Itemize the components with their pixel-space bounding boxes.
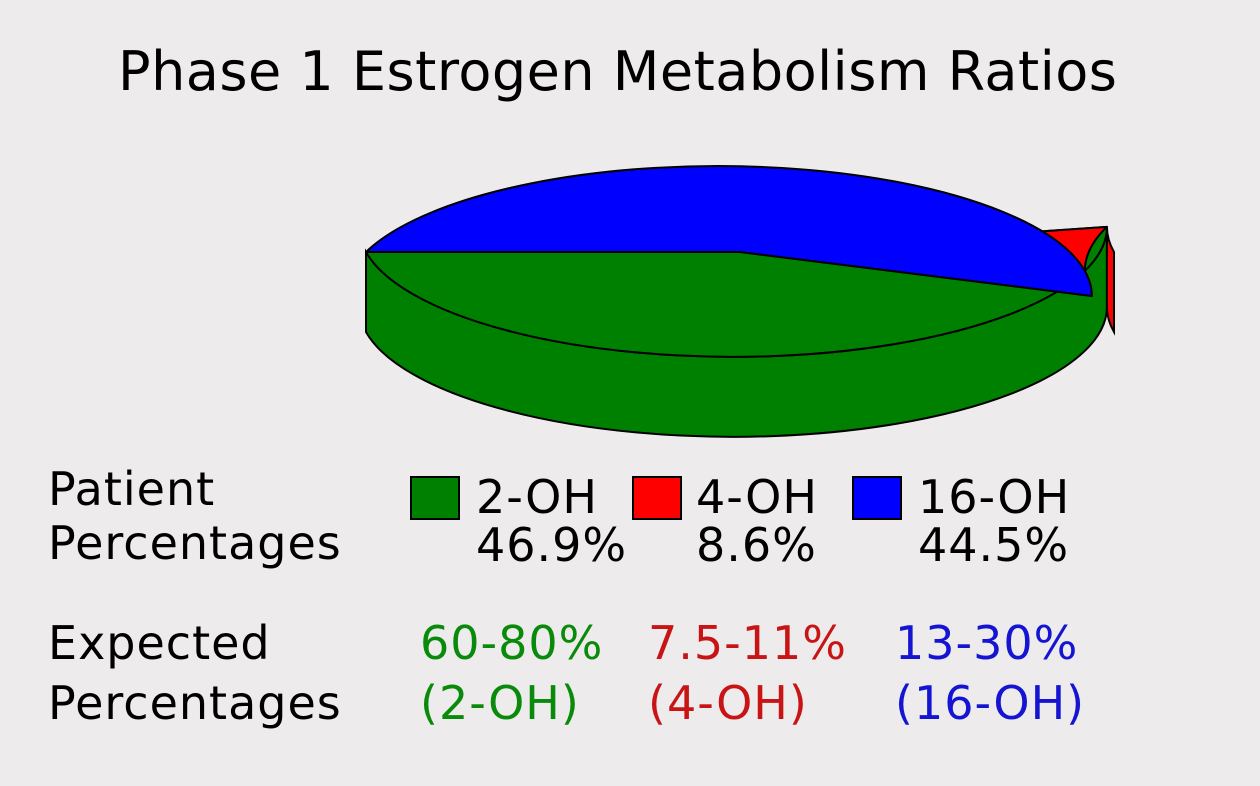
pie-side-4-oh <box>1105 226 1115 336</box>
chart-title: Phase 1 Estrogen Metabolism Ratios <box>118 40 1118 103</box>
expected-label-line1: Expected <box>48 616 271 670</box>
legend-value-2-oh: 46.9% <box>476 518 628 572</box>
legend-name-16-oh: 16-OH <box>918 470 1071 524</box>
expected-name-16-oh: (16-OH) <box>895 676 1086 730</box>
legend-swatch-16-oh <box>852 476 902 520</box>
expected-name-4-oh: (4-OH) <box>648 676 808 730</box>
legend-swatch-2-oh <box>410 476 460 520</box>
legend-name-2-oh: 2-OH <box>476 470 598 524</box>
expected-range-4-oh: 7.5-11% <box>648 616 847 670</box>
expected-name-2-oh: (2-OH) <box>420 676 580 730</box>
patient-label-line2: Percentages <box>48 516 342 570</box>
legend-value-16-oh: 44.5% <box>918 518 1070 572</box>
pie-slice-16-oh <box>365 165 1093 298</box>
legend-name-4-oh: 4-OH <box>696 470 818 524</box>
expected-label-line2: Percentages <box>48 676 342 730</box>
legend-value-4-oh: 8.6% <box>696 518 817 572</box>
expected-range-2-oh: 60-80% <box>420 616 604 670</box>
pie-chart <box>365 165 1115 438</box>
expected-range-16-oh: 13-30% <box>895 616 1079 670</box>
legend-swatch-4-oh <box>632 476 682 520</box>
patient-label-line1: Patient <box>48 462 216 516</box>
